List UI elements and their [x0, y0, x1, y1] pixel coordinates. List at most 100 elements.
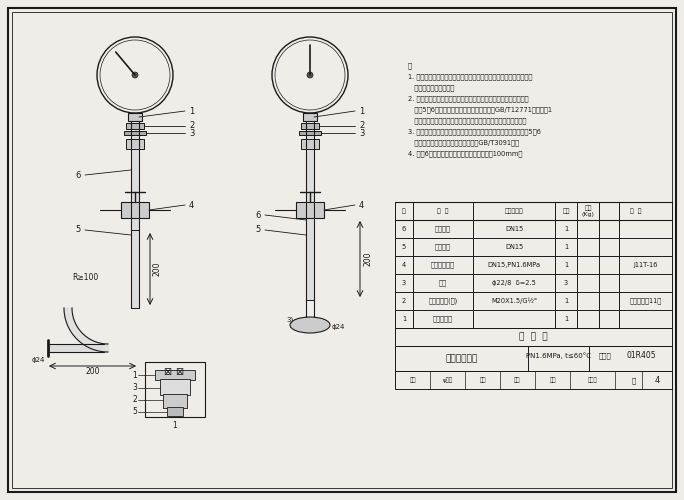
Text: 1: 1 [132, 370, 137, 380]
Text: R≥100: R≥100 [72, 274, 98, 282]
Text: ⊠: ⊠ [163, 367, 171, 377]
Text: 图集号: 图集号 [599, 352, 611, 359]
Text: 3: 3 [132, 384, 137, 392]
Bar [301, 123, 319, 129]
Bar [128, 113, 142, 121]
Text: 5: 5 [76, 226, 81, 234]
Bar [126, 123, 144, 129]
Ellipse shape [290, 317, 330, 333]
Bar [160, 379, 190, 395]
Text: 6: 6 [76, 170, 81, 179]
Text: 焊接钢管: 焊接钢管 [435, 226, 451, 232]
Text: 1: 1 [564, 316, 568, 322]
Text: PN1.6MPa, t≤60°C: PN1.6MPa, t≤60°C [526, 352, 591, 359]
Bar [131, 230, 139, 308]
Text: 4: 4 [655, 376, 659, 384]
Text: 2. 当用于腐蚀介质场合时，垫密片材料另，其余部件质为碳钢制，: 2. 当用于腐蚀介质场合时，垫密片材料另，其余部件质为碳钢制， [408, 95, 529, 102]
Text: 选用膜片压力表或耐腐压力表，垫片的选择原则见总说明表二。: 选用膜片压力表或耐腐压力表，垫片的选择原则见总说明表二。 [408, 117, 527, 123]
Bar [121, 202, 149, 218]
Bar [299, 131, 321, 135]
Text: 重量
(Kg): 重量 (Kg) [581, 206, 594, 216]
Bar [395, 346, 672, 371]
Text: 垫片: 垫片 [439, 280, 447, 286]
Text: 选用低压液体输送用镀锌焊接钢管（GB/T3091）。: 选用低压液体输送用镀锌焊接钢管（GB/T3091）。 [408, 139, 519, 145]
Text: 名  称: 名 称 [437, 208, 449, 214]
Text: 注: 注 [408, 62, 412, 68]
Text: ϕ24: ϕ24 [31, 357, 44, 363]
Text: 3): 3) [287, 317, 293, 324]
Text: DN15: DN15 [505, 226, 523, 232]
Bar [296, 202, 324, 218]
Text: 01R405: 01R405 [627, 351, 657, 360]
Text: 3: 3 [189, 128, 194, 138]
Text: 数量: 数量 [562, 208, 570, 214]
Text: 1: 1 [564, 244, 568, 250]
Text: 4. 序号6可根据现场情况确定，其最小长度为100mm。: 4. 序号6可根据现场情况确定，其最小长度为100mm。 [408, 150, 523, 156]
Text: J11T-16: J11T-16 [633, 262, 658, 268]
Text: ψ企复: ψ企复 [443, 378, 453, 383]
Bar [395, 328, 672, 346]
Text: 审制: 审制 [409, 378, 416, 383]
Text: 6: 6 [402, 226, 406, 232]
Text: 弹簧压力表: 弹簧压力表 [433, 316, 453, 322]
Bar [167, 407, 183, 416]
Text: 1: 1 [564, 298, 568, 304]
Text: 3: 3 [359, 128, 365, 138]
Text: 焊接钢管: 焊接钢管 [435, 244, 451, 250]
Bar [155, 370, 195, 380]
Bar [306, 121, 314, 300]
Text: 4: 4 [402, 262, 406, 268]
Text: 3: 3 [564, 280, 568, 286]
Text: 设计: 设计 [549, 378, 555, 383]
Text: DN15: DN15 [505, 244, 523, 250]
Text: 中根据实际情况选择。: 中根据实际情况选择。 [408, 84, 454, 90]
Text: 2: 2 [132, 396, 137, 404]
Polygon shape [64, 308, 108, 352]
Text: 2: 2 [359, 122, 365, 130]
Text: 5: 5 [256, 226, 261, 234]
Text: 序号5、6选用液体输送用不锈钢焊接钢管（GB/T12771），序号1: 序号5、6选用液体输送用不锈钢焊接钢管（GB/T12771），序号1 [408, 106, 552, 112]
Text: 3: 3 [402, 280, 406, 286]
Text: 200: 200 [153, 262, 161, 276]
Text: 负责: 负责 [514, 378, 521, 383]
Bar [301, 139, 319, 149]
Text: 1. 图中表示派管为焊接安装方式，亦可采用法兰接管安装方式，设计: 1. 图中表示派管为焊接安装方式，亦可采用法兰接管安装方式，设计 [408, 73, 532, 80]
Text: 5: 5 [402, 244, 406, 250]
Text: 序: 序 [402, 208, 406, 214]
Text: 明  细  表: 明 细 表 [519, 332, 548, 342]
Text: 内螺纹截止阀: 内螺纹截止阀 [431, 262, 455, 268]
Text: 4: 4 [189, 200, 194, 209]
Bar [395, 371, 672, 389]
Text: 5: 5 [132, 408, 137, 416]
Text: 1: 1 [172, 420, 177, 430]
Text: 200: 200 [363, 252, 373, 266]
Text: 1: 1 [359, 106, 365, 116]
Text: 压力表接头(一): 压力表接头(一) [428, 298, 458, 304]
Text: 2: 2 [189, 122, 194, 130]
Text: 1: 1 [189, 106, 194, 116]
Text: 备  注: 备 注 [630, 208, 642, 214]
Circle shape [307, 72, 313, 78]
Bar [48, 344, 104, 352]
Bar [163, 394, 187, 408]
Text: 校对: 校对 [479, 378, 486, 383]
Text: 参见图页第11页: 参见图页第11页 [629, 298, 661, 304]
Text: 6: 6 [256, 210, 261, 220]
Text: ϕ22/8  δ=2.5: ϕ22/8 δ=2.5 [492, 280, 536, 286]
Text: 页: 页 [632, 377, 636, 384]
Text: ⊠: ⊠ [175, 367, 183, 377]
Text: 3. 当用于无腐蚀场合时，垫密片材料另，其余材质可为碳钢，序号5、6: 3. 当用于无腐蚀场合时，垫密片材料另，其余材质可为碳钢，序号5、6 [408, 128, 541, 134]
Text: 年月日: 年月日 [588, 378, 597, 383]
Bar [303, 113, 317, 121]
Text: 1: 1 [402, 316, 406, 322]
Text: M20X1.5/G½": M20X1.5/G½" [491, 298, 537, 304]
Text: 2: 2 [402, 298, 406, 304]
Circle shape [132, 72, 138, 78]
Text: 4: 4 [359, 200, 365, 209]
Text: DN15,PN1.6MPa: DN15,PN1.6MPa [488, 262, 540, 268]
Bar [131, 121, 139, 230]
Text: 压力表安装图: 压力表安装图 [445, 354, 477, 363]
Bar [126, 139, 144, 149]
Bar [145, 362, 205, 417]
Text: ϕ24: ϕ24 [332, 324, 345, 330]
